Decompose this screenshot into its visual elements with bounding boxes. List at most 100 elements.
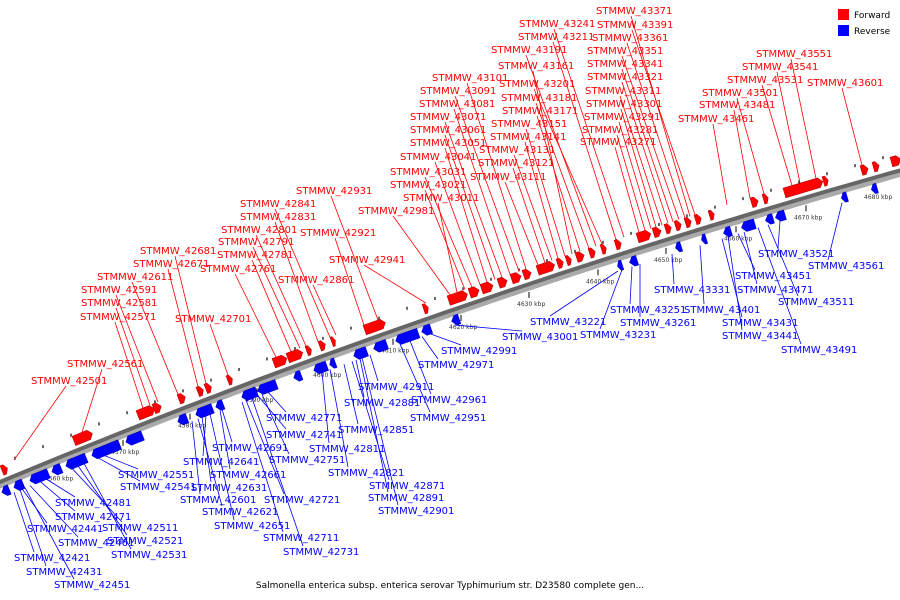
forward-gene-label: STMMW_43201: [499, 79, 575, 90]
reverse-leader-line: [29, 485, 79, 538]
forward-gene: [509, 272, 522, 285]
forward-gene-label: STMMW_42681: [140, 246, 216, 257]
forward-gene-label: STMMW_42671: [133, 259, 209, 270]
forward-leader-line: [234, 273, 277, 358]
reverse-leader-line: [767, 224, 799, 297]
forward-gene-labels: STMMW_42501 STMMW_42561 STMMW_42571 STMMW_4…: [31, 6, 883, 387]
reverse-gene: [451, 313, 462, 326]
reverse-gene-label: STMMW_43251: [610, 305, 686, 316]
reverse-leader-line: [103, 455, 139, 470]
reverse-leader-line: [221, 409, 233, 443]
forward-gene: [635, 229, 652, 244]
forward-leader-line: [512, 167, 546, 263]
forward-gene-label: STMMW_43321: [587, 72, 663, 83]
reverse-gene-label: STMMW_42691: [212, 443, 288, 454]
forward-leader-line: [167, 268, 199, 387]
reverse-gene: [765, 213, 775, 225]
tick-label: 4660 kbp: [724, 235, 752, 242]
reverse-gene-label: STMMW_43431: [722, 318, 798, 329]
reverse-gene-label: STMMW_42541: [120, 482, 196, 493]
forward-gene-label: STMMW_43011: [403, 193, 479, 204]
forward-leader-line: [392, 215, 451, 296]
legend: Forward Reverse: [838, 9, 891, 37]
genome-caption: Salmonella enterica subsp. enterica sero…: [256, 581, 644, 591]
reverse-leader-line: [599, 269, 623, 330]
reverse-gene-label: STMMW_42991: [441, 346, 517, 357]
forward-leader-line: [504, 181, 539, 266]
tick-label: 4600 kbp: [313, 372, 341, 379]
reverse-leader-line: [13, 491, 35, 553]
forward-gene: [317, 340, 326, 352]
forward-leader-line: [437, 202, 458, 293]
forward-gene-label: STMMW_42831: [240, 212, 316, 223]
forward-gene: [663, 223, 672, 235]
reverse-leader-line: [355, 359, 365, 398]
forward-gene-label: STMMW_43351: [587, 46, 663, 57]
forward-leader-line: [255, 234, 307, 347]
forward-leader-line: [776, 71, 801, 184]
forward-gene: [151, 402, 162, 415]
forward-gene: [304, 345, 312, 357]
backbone-line: [0, 168, 900, 485]
forward-leader-line: [444, 147, 488, 283]
tick-label: 4670 kbp: [794, 214, 822, 221]
forward-leader-line: [790, 58, 817, 179]
forward-gene-label: STMMW_43101: [432, 73, 508, 84]
forward-gene: [479, 281, 494, 295]
forward-gene-label: STMMW_43371: [596, 6, 672, 17]
forward-gene-label: STMMW_42581: [81, 298, 157, 309]
forward-gene: [421, 303, 429, 315]
reverse-leader-line: [629, 266, 633, 305]
forward-leader-line: [616, 134, 646, 231]
reverse-leader-line: [201, 416, 212, 483]
reverse-gene-label: STMMW_42641: [183, 457, 259, 468]
tick-label: 4560 kbp: [45, 475, 73, 482]
forward-gene: [707, 209, 715, 221]
forward-leader-line: [209, 323, 229, 376]
forward-leader-line: [115, 294, 159, 403]
tick-label: 4610 kbp: [381, 348, 409, 355]
forward-gene-label: STMMW_43061: [410, 125, 486, 136]
forward-gene-label: STMMW_43131: [479, 145, 555, 156]
forward-gene: [496, 276, 508, 289]
forward-leader-line: [525, 128, 566, 257]
legend-swatch-reverse: [838, 25, 849, 36]
reverse-gene-label: STMMW_42871: [369, 481, 445, 492]
forward-leader-line: [630, 15, 691, 217]
forward-gene: [362, 319, 386, 336]
reverse-gene-labels: STMMW_42421STMMW_42431STMMW_42441STMMW_4…: [14, 249, 884, 591]
forward-gene: [574, 251, 585, 263]
forward-leader-line: [620, 108, 657, 228]
forward-leader-line: [841, 87, 863, 166]
tick-label: 4630 kbp: [517, 301, 545, 308]
reverse-gene-label: STMMW_42721: [264, 495, 340, 506]
reverse-leader-line: [83, 463, 132, 550]
reverse-gene-label: STMMW_42471: [55, 512, 131, 523]
forward-gene-label: STMMW_43241: [519, 19, 595, 30]
reverse-gene: [675, 241, 684, 253]
reverse-leader-line: [343, 364, 359, 425]
reverse-gene: [741, 218, 757, 232]
reverse-leader-line: [409, 340, 432, 395]
reverse-leader-line: [77, 465, 128, 536]
forward-gene-label: STMMW_43181: [501, 93, 577, 104]
forward-leader-line: [363, 264, 427, 304]
reverse-leader-line: [699, 245, 705, 305]
forward-gene: [599, 243, 607, 255]
reverse-gene-label: STMMW_42661: [210, 470, 286, 481]
reverse-gene: [195, 403, 215, 419]
forward-gene-label: STMMW_43551: [756, 49, 832, 60]
forward-gene-label: STMMW_42841: [240, 199, 316, 210]
reverse-leader-line: [245, 400, 285, 495]
forward-leader-line: [524, 141, 559, 259]
reverse-leader-line: [721, 238, 743, 318]
forward-gene: [693, 213, 702, 225]
forward-gene-label: STMMW_42611: [97, 272, 173, 283]
forward-gene-label: STMMW_43171: [502, 106, 578, 117]
reverse-gene: [215, 399, 226, 411]
reverse-gene-label: STMMW_42601: [180, 495, 256, 506]
forward-gene-label: STMMW_43141: [490, 132, 566, 143]
reverse-leader-line: [191, 420, 201, 495]
